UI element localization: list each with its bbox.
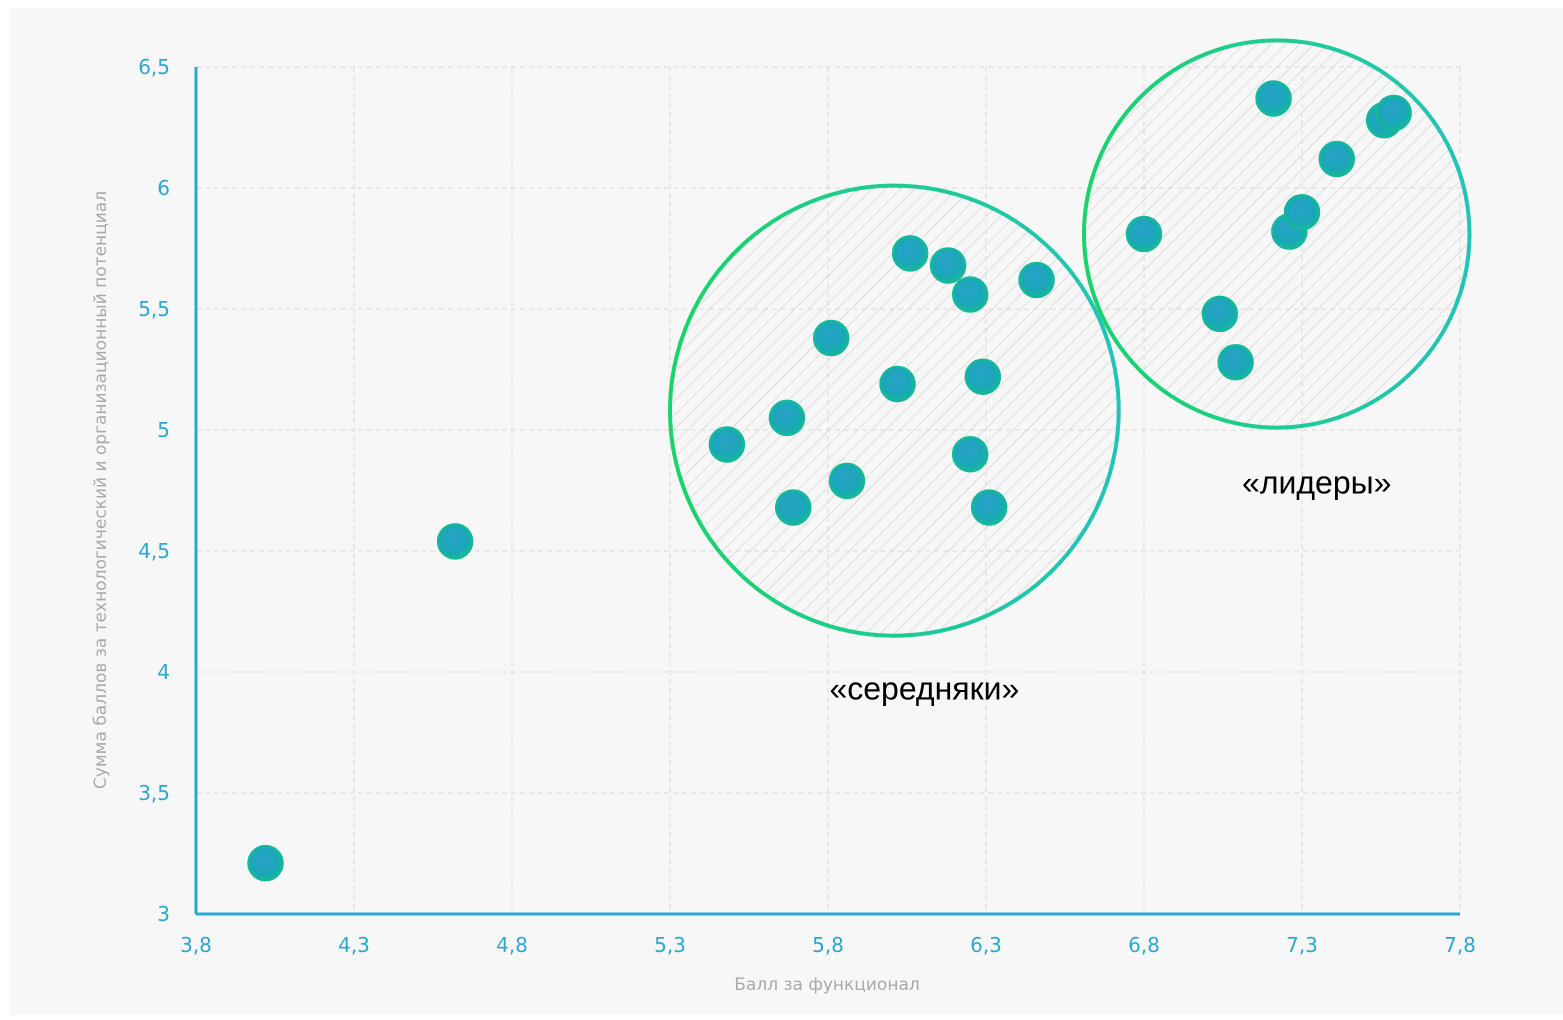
scatter-point xyxy=(964,358,1002,396)
scatter-point xyxy=(951,276,989,313)
x-tick-label: 3,8 xyxy=(180,933,212,957)
scatter-point xyxy=(951,435,989,473)
x-tick-label: 5,8 xyxy=(812,933,844,957)
x-tick-label: 5,3 xyxy=(654,933,686,957)
cluster-label: «лидеры» xyxy=(1242,465,1391,501)
y-axis-title: Сумма баллов за технологический и органи… xyxy=(91,191,111,789)
scatter-point xyxy=(1217,343,1254,381)
cluster-regions xyxy=(668,38,1472,638)
scatter-point xyxy=(1201,295,1239,333)
scatter-point xyxy=(970,489,1008,526)
x-tick-label: 4,8 xyxy=(496,933,528,957)
y-tick-label: 5 xyxy=(157,418,170,442)
cluster-ring xyxy=(1081,38,1472,430)
x-tick-label: 6,3 xyxy=(970,933,1002,957)
y-tick-label: 6 xyxy=(157,176,170,200)
scatter-point xyxy=(929,247,967,284)
x-tick-label: 6,8 xyxy=(1128,933,1160,957)
scatter-point xyxy=(774,489,812,526)
scatter-point xyxy=(879,365,916,403)
scatter-point xyxy=(1018,261,1055,299)
y-tick-label: 6,5 xyxy=(138,55,170,79)
scatter-point xyxy=(436,523,474,560)
scatter-point xyxy=(1375,94,1412,132)
y-tick-label: 4,5 xyxy=(138,539,170,563)
scatter-point xyxy=(708,426,746,463)
y-tick-label: 5,5 xyxy=(138,297,170,321)
y-tick-label: 3,5 xyxy=(138,781,170,805)
scatter-point xyxy=(1125,215,1163,253)
y-tick-label: 4 xyxy=(157,660,170,684)
scatter-point xyxy=(1318,140,1356,178)
cluster-label: «середняки» xyxy=(829,671,1019,707)
x-tick-label: 7,3 xyxy=(1286,933,1318,957)
scatter-point xyxy=(812,319,850,357)
cluster-area xyxy=(670,185,1119,636)
x-axis-title: Балл за функционал xyxy=(734,975,919,995)
axes xyxy=(194,67,1460,916)
cluster-labels: «середняки» «лидеры» xyxy=(829,465,1391,707)
x-tick-label: 7,8 xyxy=(1444,933,1476,957)
x-tick-label: 4,3 xyxy=(338,933,370,957)
tick-labels: 3,8 4,3 4,8 5,3 5,8 6,3 6,8 7,3 7,8 3 3,5 4 4,5 5 5,5 6… xyxy=(138,55,1476,957)
scatter-point xyxy=(891,235,929,272)
scatter-point xyxy=(1255,80,1292,117)
scatter-point xyxy=(828,462,866,500)
scatter-point xyxy=(1283,193,1321,231)
scatter-point xyxy=(768,399,806,437)
data-points xyxy=(247,80,1412,882)
scatter-point xyxy=(247,844,284,882)
cluster-ring xyxy=(668,183,1121,638)
y-tick-label: 3 xyxy=(157,902,170,926)
